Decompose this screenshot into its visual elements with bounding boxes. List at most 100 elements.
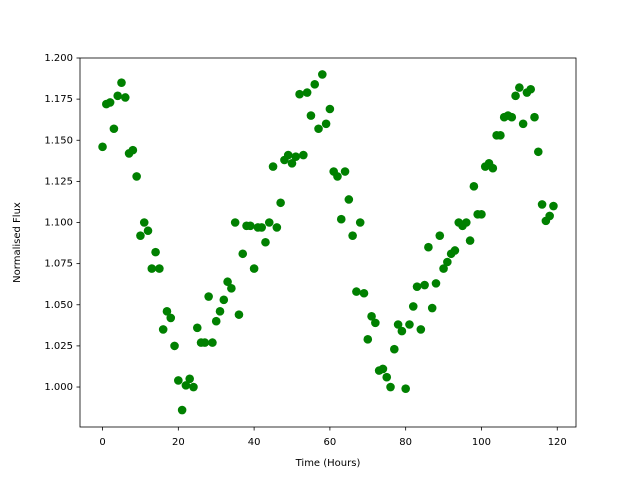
y-tick-label: 1.175 [44, 94, 73, 105]
point [526, 84, 536, 94]
point [518, 119, 528, 129]
point [189, 382, 198, 392]
point [515, 83, 524, 92]
point [227, 284, 236, 293]
x-tick-label: 20 [172, 437, 185, 448]
point [549, 201, 558, 211]
point [321, 119, 331, 129]
point [382, 372, 392, 382]
point [390, 344, 399, 354]
point [223, 277, 232, 287]
point [378, 364, 388, 374]
point [355, 218, 365, 227]
point [215, 307, 225, 316]
point [318, 70, 327, 79]
point [367, 311, 376, 321]
point [310, 80, 320, 89]
x-axis-label: Time (Hours) [295, 458, 361, 469]
point [219, 295, 229, 305]
point [162, 307, 172, 316]
point [416, 325, 426, 334]
y-axis-label: Normalised Flux [12, 202, 23, 283]
point [325, 104, 335, 114]
point [109, 124, 119, 134]
point [496, 131, 505, 140]
point [488, 163, 498, 173]
point [287, 158, 297, 168]
point [174, 376, 183, 385]
point [158, 325, 168, 334]
point [348, 231, 357, 240]
y-tick-label: 1.200 [44, 53, 73, 64]
point [507, 112, 517, 122]
point [314, 124, 323, 134]
point [306, 111, 316, 120]
point [208, 338, 217, 347]
point [397, 326, 407, 336]
point [249, 264, 259, 273]
point [469, 182, 479, 191]
point [386, 382, 395, 392]
x-tick-label: 100 [472, 437, 491, 448]
point [427, 303, 437, 313]
point [170, 341, 179, 351]
point [302, 88, 312, 97]
point [117, 78, 126, 87]
x-tick-label: 0 [99, 437, 105, 448]
axes-frame [79, 57, 577, 428]
x-tick-label: 60 [324, 437, 337, 448]
point [545, 211, 554, 221]
point [261, 237, 270, 247]
point [420, 280, 429, 290]
point [333, 172, 342, 181]
point [344, 195, 354, 204]
point [537, 200, 547, 209]
point [113, 91, 123, 101]
point [211, 316, 221, 326]
point [192, 323, 202, 333]
point [363, 335, 373, 344]
point [450, 246, 460, 255]
point [200, 338, 210, 347]
x-tick-label: 40 [248, 437, 261, 448]
point [443, 257, 452, 267]
y-tick-label: 1.000 [44, 382, 73, 393]
point [204, 292, 213, 301]
point [132, 172, 141, 181]
point [359, 288, 369, 298]
point [431, 279, 441, 288]
point [336, 214, 346, 224]
point [533, 147, 543, 157]
point [257, 223, 266, 232]
point [166, 313, 176, 323]
y-tick-label: 1.150 [44, 135, 73, 146]
y-tick-label: 1.075 [44, 259, 73, 270]
point [246, 221, 255, 231]
point [412, 282, 422, 291]
point [401, 384, 410, 393]
point [276, 198, 285, 208]
point [465, 236, 475, 245]
point [408, 302, 418, 311]
point [155, 264, 164, 273]
point [393, 320, 403, 329]
point [264, 218, 274, 227]
point [439, 264, 448, 273]
point [139, 218, 149, 227]
point [405, 320, 414, 329]
point [268, 162, 278, 171]
point [340, 167, 350, 176]
point [352, 287, 361, 296]
point [177, 405, 187, 415]
point [283, 150, 293, 160]
point [462, 218, 471, 227]
point [147, 264, 157, 273]
point [151, 247, 160, 257]
point [272, 223, 282, 232]
point [511, 91, 520, 101]
point [424, 242, 433, 252]
point [230, 218, 240, 227]
y-tick-label: 1.125 [44, 176, 73, 187]
